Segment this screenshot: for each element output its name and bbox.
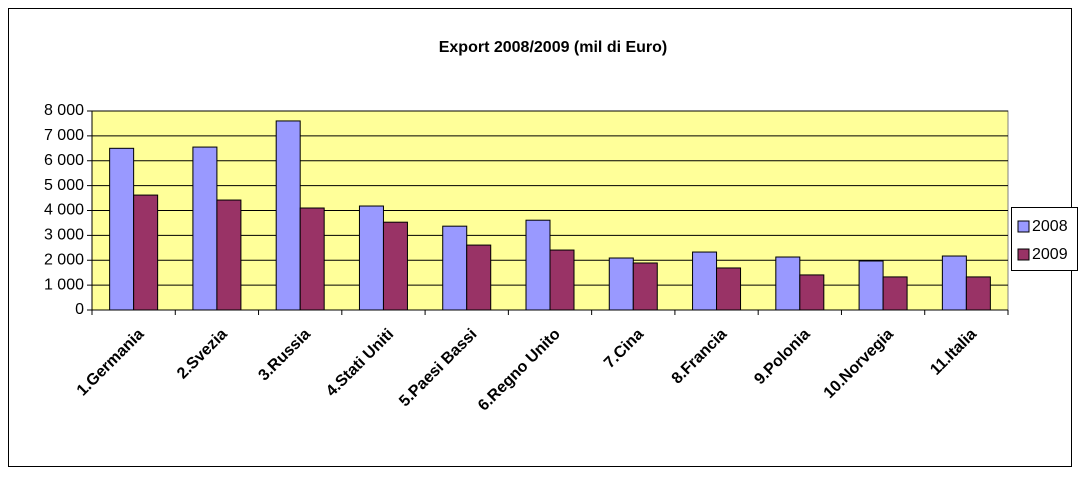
bar	[692, 251, 718, 311]
y-tick-label: 2 000	[44, 251, 84, 268]
bar	[275, 120, 301, 311]
bar	[941, 255, 967, 311]
legend-swatch	[1017, 220, 1030, 233]
bar	[133, 194, 159, 311]
bar	[716, 267, 742, 311]
y-tick-label: 0	[75, 301, 84, 318]
legend-swatch	[1017, 248, 1030, 261]
chart-title: Export 2008/2009 (mil di Euro)	[439, 39, 668, 56]
y-tick-label: 1 000	[44, 276, 84, 293]
bar	[382, 221, 408, 311]
y-tick-label: 5 000	[44, 177, 84, 194]
y-tick-label: 3 000	[44, 227, 84, 244]
bar	[358, 205, 384, 311]
bar	[442, 225, 468, 311]
bar	[192, 146, 218, 311]
y-tick-label: 4 000	[44, 202, 84, 219]
y-tick-label: 7 000	[44, 127, 84, 144]
bar	[799, 274, 825, 311]
bar	[965, 276, 991, 311]
bar	[466, 244, 492, 311]
bar	[858, 260, 884, 311]
bar	[608, 257, 634, 311]
bar	[216, 199, 242, 311]
bar	[775, 256, 801, 311]
bar	[632, 262, 658, 311]
legend-label: 2009	[1032, 246, 1068, 263]
bar	[109, 147, 135, 311]
bar	[882, 276, 908, 311]
bar	[299, 207, 325, 311]
y-tick-label: 8 000	[44, 102, 84, 119]
legend-label: 2008	[1032, 218, 1068, 235]
bar	[525, 219, 551, 311]
y-tick-label: 6 000	[44, 152, 84, 169]
bar	[549, 249, 575, 311]
